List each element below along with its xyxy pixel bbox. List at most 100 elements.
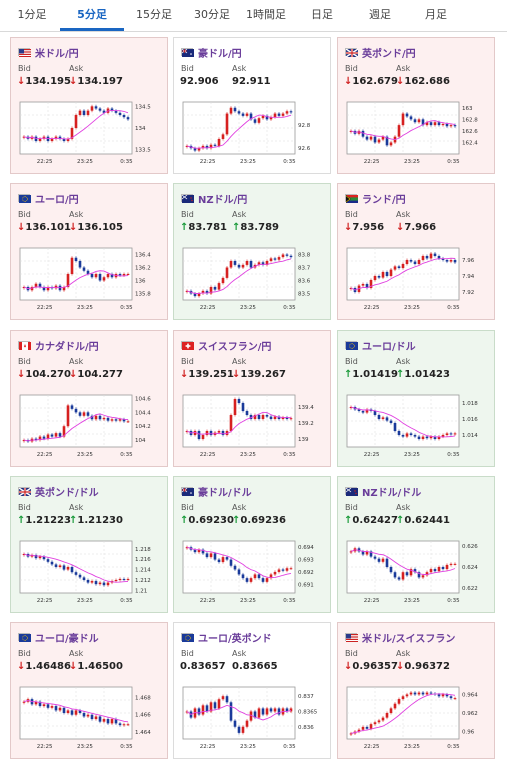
tab-1[interactable]: 5分足 — [60, 0, 124, 31]
y-tick-label: 135.8 — [135, 292, 151, 298]
price-chart[interactable]: 0.694 0.693 0.692 0.691 22:25 23:25 0:35 — [181, 537, 326, 611]
candle — [281, 254, 285, 258]
candle — [38, 283, 42, 287]
tab-6[interactable]: 週足 — [369, 8, 391, 21]
tab-0[interactable]: 1分足 — [17, 8, 47, 21]
tab-2[interactable]: 15分足 — [136, 8, 172, 21]
pair-title[interactable]: 豪ドル/ドル — [181, 484, 252, 499]
price-chart[interactable]: 163 162.8 162.6 162.4 22:25 23:25 0:35 — [345, 98, 490, 172]
pair-title[interactable]: 英ポンド/円 — [345, 45, 416, 60]
candle — [245, 411, 249, 415]
rate-card[interactable]: 英ポンド/ドル Bid Ask ↑1.21223 ↑1.21230 1.218 1.216 1… — [10, 476, 168, 613]
pair-title[interactable]: 豪ドル/円 — [181, 45, 242, 60]
candle — [437, 436, 441, 439]
ask-arrow-icon: ↓ — [69, 661, 78, 672]
candle — [78, 110, 82, 115]
price-chart[interactable]: 1.018 1.016 1.014 22:25 23:25 0:35 — [345, 391, 490, 465]
rate-card[interactable]: 米ドル/円 Bid Ask ↓134.195 ↓134.197 134.5 134 133.5… — [10, 37, 168, 174]
y-tick-label: 0.694 — [298, 545, 314, 551]
x-tick-label: 0:35 — [447, 305, 460, 311]
bid-arrow-icon: ↑ — [17, 515, 26, 526]
candle — [365, 284, 369, 288]
pair-title[interactable]: NZドル/円 — [181, 191, 247, 206]
candle — [185, 431, 189, 433]
y-tick-label: 134.5 — [135, 104, 151, 110]
rate-card[interactable]: 英ポンド/円 Bid Ask ↓162.679 ↓162.686 163 162.8 162.… — [337, 37, 495, 174]
rate-card[interactable]: NZドル/ドル Bid Ask ↑0.62427 ↑0.62441 0.626 0.624 0… — [337, 476, 495, 613]
candle — [34, 701, 38, 705]
price-chart[interactable]: 1.218 1.216 1.214 1.212 1.21 22:25 23:25 0:35 — [18, 537, 163, 611]
candle — [265, 708, 269, 715]
price-chart[interactable]: 83.8 83.7 83.6 83.5 22:25 23:25 0:35 — [181, 244, 326, 318]
rate-card[interactable]: ユーロ/英ポンド Bid Ask 0.83657 0.83665 0.837 0.8365 0… — [173, 622, 331, 759]
rate-card[interactable]: ユーロ/ドル Bid Ask ↑1.01419 ↑1.01423 1.018 1.016 1.… — [337, 330, 495, 467]
rate-card[interactable]: カナダドル/円 Bid Ask ↓104.270 ↓104.277 104.6 104.4 1… — [10, 330, 168, 467]
candle — [349, 288, 353, 290]
candle — [205, 145, 209, 149]
tab-4[interactable]: 1時間足 — [246, 8, 286, 21]
pair-title[interactable]: スイスフラン/円 — [181, 338, 271, 353]
price-chart[interactable]: 7.96 7.94 7.92 22:25 23:25 0:35 — [345, 244, 490, 318]
price-chart[interactable]: 1.468 1.466 1.464 22:25 23:25 0:35 — [18, 683, 163, 757]
candle — [106, 719, 110, 724]
price-chart[interactable]: 92.8 92.6 22:25 23:25 0:35 — [181, 98, 326, 172]
pair-title[interactable]: ユーロ/円 — [18, 191, 79, 206]
tab-5[interactable]: 日足 — [311, 8, 333, 21]
candle — [397, 577, 401, 580]
candle — [86, 580, 90, 583]
candle — [229, 107, 233, 114]
ask-label: Ask — [232, 357, 247, 366]
pair-title[interactable]: カナダドル/円 — [18, 338, 99, 353]
eu-flag-icon — [181, 633, 194, 642]
pair-title[interactable]: ユーロ/英ポンド — [181, 630, 272, 645]
candle — [405, 433, 409, 437]
price-chart[interactable]: 0.837 0.8365 0.836 22:25 23:25 0:35 — [181, 683, 326, 757]
bid-label: Bid — [18, 64, 31, 73]
price-chart[interactable]: 139.4 139.2 139 22:25 23:25 0:35 — [181, 391, 326, 465]
rate-card[interactable]: NZドル/円 Bid Ask ↑83.781 ↑83.789 83.8 83.7 83.6 83… — [173, 183, 331, 320]
y-tick-label: 104.4 — [135, 410, 151, 416]
pair-title[interactable]: 米ドル/スイスフラン — [345, 630, 455, 645]
candle — [50, 706, 54, 708]
candle — [201, 705, 205, 715]
pair-name: 英ポンド/円 — [362, 49, 416, 60]
rate-card[interactable]: 米ドル/スイスフラン Bid Ask ↓0.96357 ↓0.96372 0.964 0.9… — [337, 622, 495, 759]
ask-value: 92.911 — [232, 76, 271, 87]
y-tick-label: 0.836 — [298, 725, 314, 731]
pair-title[interactable]: NZドル/ドル — [345, 484, 421, 499]
candle — [369, 724, 373, 729]
candle — [277, 113, 281, 116]
pair-title[interactable]: ランド/円 — [345, 191, 406, 206]
candle — [193, 293, 197, 297]
price-chart[interactable]: 136.4 136.2 136 135.8 22:25 23:25 0:35 — [18, 244, 163, 318]
candle — [437, 567, 441, 572]
pair-title[interactable]: 米ドル/円 — [18, 45, 79, 60]
price-chart[interactable]: 0.626 0.624 0.622 22:25 23:25 0:35 — [345, 537, 490, 611]
bid-arrow-icon: ↑ — [180, 515, 189, 526]
rate-card[interactable]: 豪ドル/ドル Bid Ask ↑0.69230 ↑0.69236 0.694 0.693 0.… — [173, 476, 331, 613]
rate-card[interactable]: スイスフラン/円 Bid Ask ↓139.251 ↓139.267 139.4 139.2… — [173, 330, 331, 467]
tab-3[interactable]: 30分足 — [194, 8, 230, 21]
price-chart[interactable]: 104.6 104.4 104.2 104 22:25 23:25 0:35 — [18, 391, 163, 465]
candle — [185, 290, 189, 292]
moving-average-line — [186, 704, 292, 721]
price-chart[interactable]: 0.964 0.962 0.96 22:25 23:25 0:35 — [345, 683, 490, 757]
rate-card[interactable]: ランド/円 Bid Ask ↓7.956 ↓7.966 7.96 7.94 7.92 22:25… — [337, 183, 495, 320]
x-tick-label: 0:35 — [447, 452, 460, 458]
tab-7[interactable]: 月足 — [425, 8, 447, 21]
eu-flag-icon — [18, 633, 31, 642]
candlestick-chart: 0.964 0.962 0.96 22:25 23:25 0:35 — [346, 686, 478, 750]
pair-title[interactable]: ユーロ/豪ドル — [18, 630, 99, 645]
candle — [54, 433, 58, 437]
pair-title[interactable]: ユーロ/ドル — [345, 338, 416, 353]
candle — [22, 701, 26, 703]
rate-card[interactable]: 豪ドル/円 Bid Ask 92.906 92.911 92.8 92.6 22:25 23:2… — [173, 37, 331, 174]
y-tick-label: 104 — [135, 438, 146, 444]
candle — [241, 726, 245, 733]
pair-title[interactable]: 英ポンド/ドル — [18, 484, 99, 499]
rate-card[interactable]: ユーロ/豪ドル Bid Ask ↓1.46486 ↓1.46500 1.468 1.466 1… — [10, 622, 168, 759]
price-chart[interactable]: 134.5 134 133.5 22:25 23:25 0:35 — [18, 98, 163, 172]
rate-card[interactable]: ユーロ/円 Bid Ask ↓136.101 ↓136.105 136.4 136.2 136… — [10, 183, 168, 320]
candle — [22, 440, 26, 442]
candle — [401, 264, 405, 268]
